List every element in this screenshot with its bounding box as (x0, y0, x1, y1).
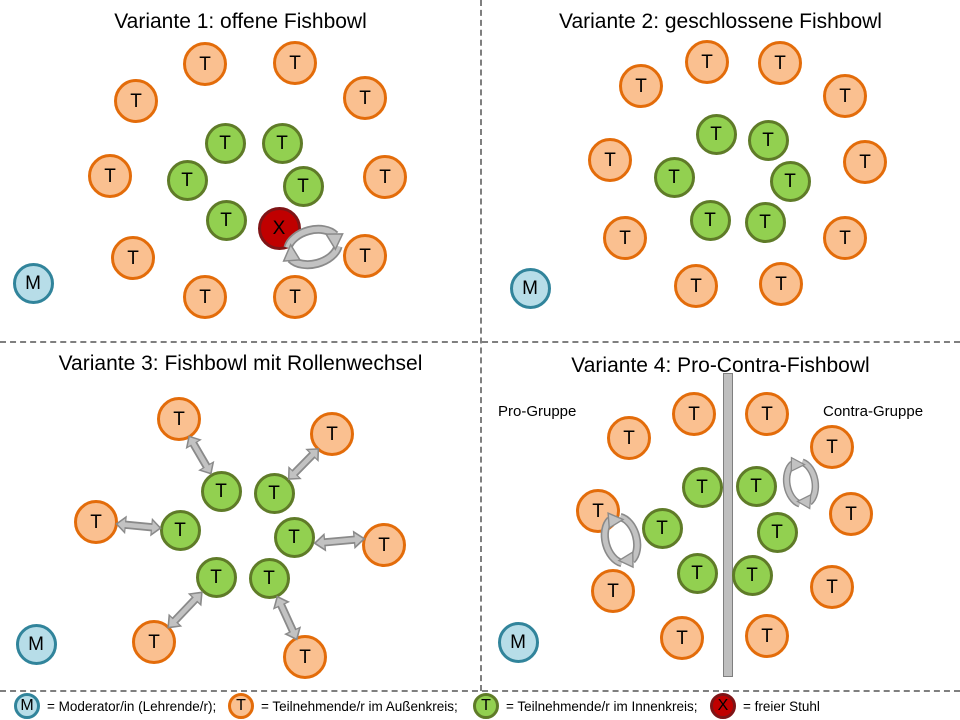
role-swap-arrow (114, 514, 163, 538)
free-chair-seat: X (257, 206, 301, 250)
outer-participant-seat: T (111, 236, 155, 280)
outer-participant-seat: T (745, 614, 789, 658)
outer-participant-seat: T (758, 41, 802, 85)
role-swap-arrow (312, 529, 367, 554)
inner-participant-seat: T (641, 507, 683, 549)
legend-item-outer-participant: T = Teilnehmende/r im Außenkreis; (228, 692, 458, 720)
variant-4-title: Variante 4: Pro-Contra-Fishbowl (571, 354, 870, 377)
inner-participant-seat: T (756, 511, 798, 553)
outer-participant-seat: T (810, 565, 854, 609)
rotation-arrow-icon (270, 209, 355, 286)
legend-inner-text: = Teilnehmende/r im Innenkreis; (506, 698, 698, 714)
outer-participant-seat: T (343, 234, 387, 278)
rotation-arrow-icon (579, 499, 664, 581)
inner-participant-seat: T (769, 160, 811, 202)
outer-participant-seat: T (745, 392, 789, 436)
variant-1-title: Variante 1: offene Fishbowl (114, 10, 367, 33)
contra-group-label: Contra-Gruppe (823, 403, 924, 420)
inner-participant-seat: T (747, 119, 789, 161)
outer-participant-seat: T (183, 275, 227, 319)
legend-item-inner-participant: T = Teilnehmende/r im Innenkreis; (473, 692, 697, 720)
outer-participant-seat: T (114, 79, 158, 123)
outer-participant-seat: T (660, 616, 704, 660)
role-swap-arrow (160, 584, 210, 635)
inner-participant-seat: T (261, 122, 303, 164)
outer-participant-seat: T (843, 140, 887, 184)
inner-participant-seat: T (273, 516, 315, 558)
outer-participant-seat: T (829, 492, 873, 536)
inner-participant-seat: T (731, 554, 773, 596)
outer-participant-seat: T (685, 40, 729, 84)
outer-participant-seat: T (363, 155, 407, 199)
legend-item-moderator: M = Moderator/in (Lehrende/r); (14, 692, 216, 720)
outer-participant-seat: T (759, 262, 803, 306)
variant-2-title: Variante 2: geschlossene Fishbowl (559, 10, 882, 33)
inner-participant-seat: T (200, 470, 242, 512)
outer-participant-seat: T (674, 264, 718, 308)
legend-item-free-chair: X = freier Stuhl (710, 692, 820, 720)
inner-participant-seat: T (159, 509, 201, 551)
outer-participant-seat: T (273, 275, 317, 319)
role-swap-arrow (268, 591, 307, 645)
outer-participant-seat: T (672, 392, 716, 436)
outer-participant-seat: T (183, 42, 227, 86)
inner-participant-seat: T (695, 113, 737, 155)
inner-participant-seat: T (689, 199, 731, 241)
inner-participant-seat: T (676, 552, 718, 594)
outer-participant-seat: T (343, 76, 387, 120)
free-chair-circle-icon: X (710, 693, 736, 719)
outer-participant-circle-icon: T (228, 693, 254, 719)
inner-participant-seat: T (166, 159, 208, 201)
legend-moderator-text: = Moderator/in (Lehrende/r); (47, 698, 217, 714)
outer-participant-seat: T (607, 416, 651, 460)
outer-participant-seat: T (619, 64, 663, 108)
outer-participant-seat: T (362, 523, 406, 567)
inner-participant-seat: T (681, 466, 723, 508)
moderator-seat: M (497, 621, 539, 663)
role-swap-arrow (280, 441, 326, 487)
outer-participant-seat: T (74, 500, 118, 544)
outer-participant-seat: T (603, 216, 647, 260)
inner-participant-seat: T (282, 165, 324, 207)
inner-participant-seat: T (204, 122, 246, 164)
outer-participant-seat: T (283, 635, 327, 679)
outer-participant-seat: T (810, 425, 854, 469)
variant-3-title: Variante 3: Fishbowl mit Rollenwechsel (58, 352, 423, 375)
outer-participant-seat: T (591, 569, 635, 613)
outer-participant-seat: T (823, 74, 867, 118)
moderator-seat: M (509, 267, 551, 309)
inner-participant-circle-icon: T (473, 693, 499, 719)
pro-group-label: Pro-Gruppe (498, 403, 577, 420)
legend-separator (0, 690, 960, 692)
legend-outer-text: = Teilnehmende/r im Außenkreis; (261, 698, 458, 714)
moderator-seat: M (12, 262, 54, 304)
moderator-seat: M (15, 623, 57, 665)
outer-participant-seat: T (823, 216, 867, 260)
inner-participant-seat: T (205, 199, 247, 241)
moderator-circle-icon: M (14, 693, 40, 719)
vertical-separator (480, 0, 482, 691)
variant-3-panel: Variante 3: Fishbowl mit Rollenwechsel T… (0, 342, 481, 690)
inner-participant-seat: T (248, 557, 290, 599)
outer-participant-seat: T (588, 138, 632, 182)
inner-participant-seat: T (653, 156, 695, 198)
outer-participant-seat: T (88, 154, 132, 198)
variant-4-panel: Variante 4: Pro-Contra-Fishbowl Pro-Grup… (481, 342, 960, 690)
inner-participant-seat: T (253, 472, 295, 514)
legend-free-chair-text: = freier Stuhl (743, 698, 820, 714)
inner-participant-seat: T (744, 201, 786, 243)
outer-participant-seat: T (157, 397, 201, 441)
legend: M = Moderator/in (Lehrende/r); T = Teiln… (0, 692, 960, 720)
inner-participant-seat: T (195, 556, 237, 598)
role-swap-arrow (180, 430, 220, 480)
rotation-arrow-icon (763, 448, 838, 519)
inner-participant-seat: T (735, 465, 777, 507)
outer-participant-seat: T (273, 41, 317, 85)
divider-wall (723, 373, 733, 677)
